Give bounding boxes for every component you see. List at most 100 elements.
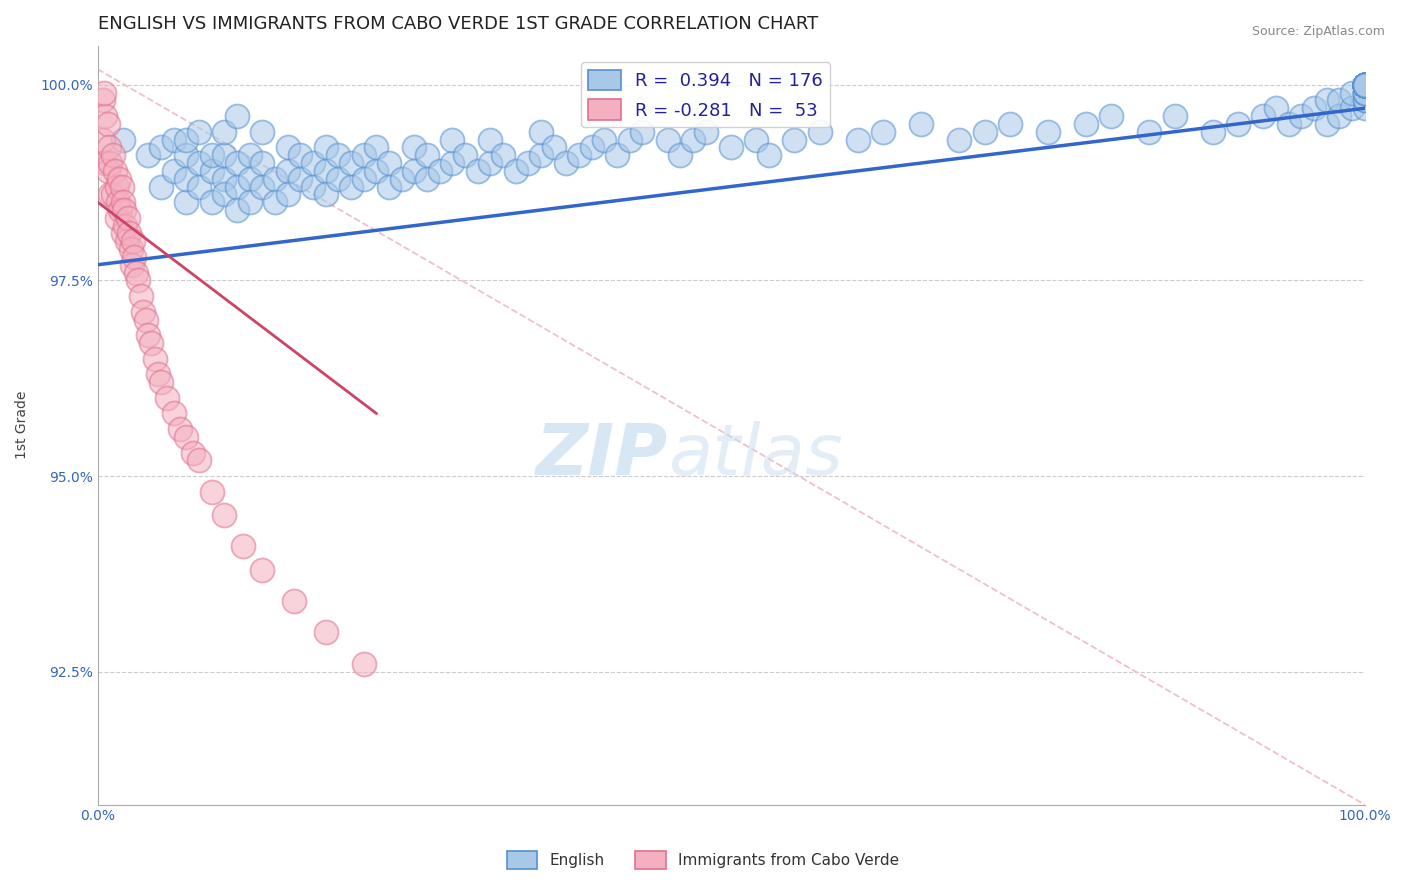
- Point: [98, 187, 121, 202]
- Point: [872, 125, 894, 139]
- Point: [593, 132, 616, 146]
- Point: [226, 179, 249, 194]
- Point: [1354, 78, 1376, 92]
- Point: [91, 132, 114, 146]
- Point: [353, 657, 375, 671]
- Point: [1354, 78, 1376, 92]
- Point: [1354, 78, 1376, 92]
- Point: [1354, 78, 1376, 92]
- Text: Source: ZipAtlas.com: Source: ZipAtlas.com: [1251, 25, 1385, 38]
- Point: [1303, 101, 1326, 115]
- Point: [226, 109, 249, 123]
- Point: [1354, 78, 1376, 92]
- Point: [135, 312, 157, 326]
- Point: [115, 234, 138, 248]
- Point: [283, 594, 305, 608]
- Point: [214, 148, 236, 162]
- Point: [606, 148, 628, 162]
- Point: [1354, 78, 1376, 92]
- Point: [682, 132, 704, 146]
- Point: [169, 422, 191, 436]
- Point: [479, 156, 502, 170]
- Point: [948, 132, 970, 146]
- Point: [568, 148, 591, 162]
- Point: [783, 132, 806, 146]
- Point: [1099, 109, 1122, 123]
- Point: [1354, 94, 1376, 108]
- Point: [239, 171, 262, 186]
- Point: [467, 164, 489, 178]
- Point: [1354, 78, 1376, 92]
- Point: [277, 164, 299, 178]
- Point: [669, 148, 692, 162]
- Point: [1354, 78, 1376, 92]
- Point: [1329, 109, 1351, 123]
- Point: [252, 563, 274, 577]
- Point: [143, 351, 166, 366]
- Point: [758, 148, 780, 162]
- Point: [479, 132, 502, 146]
- Point: [657, 132, 679, 146]
- Point: [1354, 78, 1376, 92]
- Point: [188, 125, 211, 139]
- Point: [619, 132, 641, 146]
- Point: [404, 140, 426, 154]
- Point: [162, 406, 184, 420]
- Point: [91, 94, 114, 108]
- Point: [290, 171, 312, 186]
- Point: [517, 156, 540, 170]
- Point: [441, 132, 464, 146]
- Point: [264, 171, 287, 186]
- Point: [112, 202, 135, 217]
- Point: [214, 187, 236, 202]
- Point: [174, 195, 197, 210]
- Point: [1354, 78, 1376, 92]
- Point: [94, 109, 117, 123]
- Point: [1354, 78, 1376, 92]
- Point: [201, 148, 224, 162]
- Point: [1354, 78, 1376, 92]
- Point: [1036, 125, 1059, 139]
- Point: [1354, 78, 1376, 92]
- Point: [121, 258, 143, 272]
- Point: [1354, 78, 1376, 92]
- Point: [1253, 109, 1275, 123]
- Point: [118, 227, 141, 241]
- Point: [101, 187, 124, 202]
- Point: [1341, 101, 1364, 115]
- Point: [1354, 78, 1376, 92]
- Point: [214, 508, 236, 522]
- Point: [581, 140, 603, 154]
- Point: [111, 195, 134, 210]
- Point: [378, 156, 401, 170]
- Point: [226, 156, 249, 170]
- Point: [1226, 117, 1249, 131]
- Point: [1354, 78, 1376, 92]
- Point: [1354, 78, 1376, 92]
- Point: [1291, 109, 1313, 123]
- Point: [543, 140, 565, 154]
- Point: [214, 125, 236, 139]
- Text: atlas: atlas: [668, 421, 842, 490]
- Point: [1354, 78, 1376, 92]
- Text: ZIP: ZIP: [536, 421, 668, 490]
- Point: [136, 328, 159, 343]
- Point: [104, 164, 127, 178]
- Point: [1354, 78, 1376, 92]
- Point: [214, 171, 236, 186]
- Point: [1354, 101, 1376, 115]
- Point: [1354, 78, 1376, 92]
- Point: [1265, 101, 1288, 115]
- Point: [441, 156, 464, 170]
- Point: [416, 171, 439, 186]
- Point: [328, 171, 350, 186]
- Point: [1354, 78, 1376, 92]
- Point: [120, 242, 142, 256]
- Point: [328, 148, 350, 162]
- Point: [1354, 78, 1376, 92]
- Point: [132, 304, 155, 318]
- Point: [174, 148, 197, 162]
- Point: [1354, 78, 1376, 92]
- Point: [353, 148, 375, 162]
- Point: [93, 86, 115, 100]
